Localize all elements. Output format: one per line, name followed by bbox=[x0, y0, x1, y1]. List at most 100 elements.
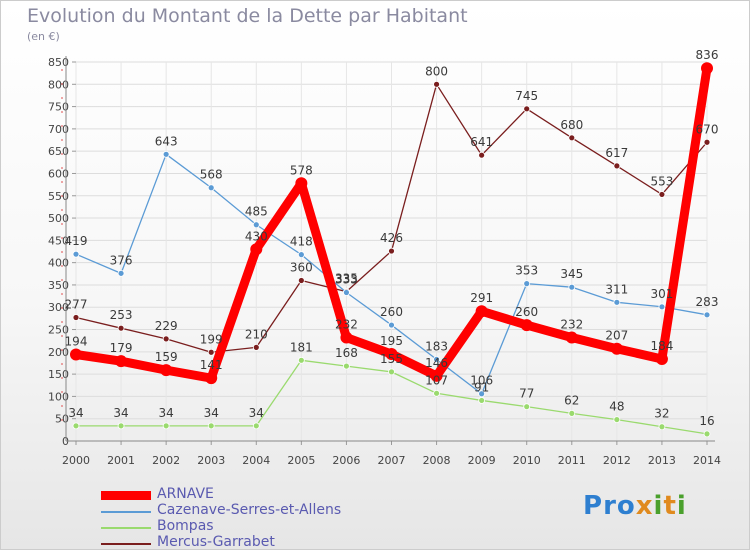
data-point bbox=[162, 150, 170, 158]
data-point bbox=[523, 280, 531, 288]
y-tick-label: 750 bbox=[48, 101, 69, 114]
y-tick-label: 850 bbox=[48, 56, 69, 69]
data-label: 253 bbox=[110, 308, 133, 322]
data-label: 155 bbox=[380, 352, 403, 366]
data-label: 179 bbox=[110, 341, 133, 355]
data-point bbox=[433, 80, 440, 88]
data-point bbox=[613, 162, 621, 170]
unit-label: (en €) bbox=[27, 30, 60, 43]
data-point bbox=[160, 364, 173, 377]
data-point bbox=[72, 422, 80, 430]
legend-swatch bbox=[101, 543, 151, 545]
x-tick-label: 2007 bbox=[378, 454, 406, 467]
data-point bbox=[115, 355, 128, 368]
x-tick-label: 2009 bbox=[468, 454, 496, 467]
data-label: 353 bbox=[515, 264, 538, 278]
data-point bbox=[610, 342, 623, 355]
legend-swatch bbox=[101, 511, 151, 513]
data-point bbox=[658, 191, 666, 198]
data-label: 800 bbox=[425, 64, 448, 78]
data-point bbox=[520, 319, 533, 332]
data-label: 146 bbox=[425, 356, 448, 370]
data-label: 34 bbox=[68, 406, 83, 420]
data-label: 260 bbox=[515, 305, 538, 319]
data-point bbox=[703, 138, 711, 146]
data-point bbox=[703, 430, 711, 438]
data-label: 360 bbox=[290, 260, 313, 274]
x-tick-label: 2003 bbox=[197, 454, 225, 467]
legend-label: Bompas bbox=[157, 518, 214, 534]
legend-label: Cazenave-Serres-et-Allens bbox=[157, 502, 342, 518]
y-tick-label: 100 bbox=[48, 390, 69, 403]
legend-swatch bbox=[101, 491, 151, 500]
data-label: 419 bbox=[65, 234, 88, 248]
legend-label: ARNAVE bbox=[157, 486, 214, 502]
data-point bbox=[205, 372, 218, 385]
data-point bbox=[385, 348, 398, 361]
data-point bbox=[117, 422, 125, 430]
y-tick-label: 0 bbox=[62, 435, 69, 448]
x-tick-label: 2008 bbox=[423, 454, 451, 467]
y-tick-label: 150 bbox=[48, 368, 69, 381]
data-point bbox=[162, 335, 170, 343]
y-tick-label: 700 bbox=[48, 123, 69, 136]
data-point bbox=[207, 422, 215, 430]
x-tick-label: 2014 bbox=[693, 454, 721, 467]
data-label: 16 bbox=[699, 414, 714, 428]
y-tick-label: 200 bbox=[48, 346, 69, 359]
data-point bbox=[433, 389, 440, 397]
data-label: 184 bbox=[650, 339, 673, 353]
data-label: 107 bbox=[425, 373, 448, 387]
x-tick-label: 2002 bbox=[152, 454, 180, 467]
data-label: 229 bbox=[155, 319, 178, 333]
data-point bbox=[343, 289, 350, 296]
y-tick-label: 300 bbox=[48, 301, 69, 314]
data-label: 48 bbox=[609, 400, 624, 414]
data-label: 418 bbox=[290, 235, 313, 249]
data-point bbox=[295, 177, 308, 190]
data-label: 207 bbox=[605, 329, 628, 343]
data-point bbox=[568, 134, 576, 142]
data-point bbox=[475, 305, 488, 318]
y-tick-label: 400 bbox=[48, 257, 69, 270]
data-point bbox=[523, 403, 531, 411]
y-tick-label: 550 bbox=[48, 190, 69, 203]
data-point bbox=[388, 321, 395, 329]
data-label: 641 bbox=[470, 135, 493, 149]
data-point bbox=[252, 422, 260, 430]
y-tick-label: 800 bbox=[48, 78, 69, 91]
data-label: 578 bbox=[290, 163, 313, 177]
data-label: 34 bbox=[249, 406, 264, 420]
data-label: 670 bbox=[696, 122, 719, 136]
data-label: 195 bbox=[380, 334, 403, 348]
data-label: 32 bbox=[654, 407, 669, 421]
data-label: 106 bbox=[470, 374, 493, 388]
data-point bbox=[297, 251, 305, 259]
data-point bbox=[523, 105, 531, 113]
data-label: 426 bbox=[380, 231, 403, 245]
data-label: 159 bbox=[155, 350, 178, 364]
x-tick-label: 2010 bbox=[513, 454, 541, 467]
y-tick-label: 600 bbox=[48, 167, 69, 180]
data-label: 335 bbox=[335, 272, 358, 286]
data-label: 301 bbox=[650, 287, 673, 301]
data-label: 232 bbox=[560, 318, 583, 332]
chart-title: Evolution du Montant de la Dette par Hab… bbox=[27, 5, 468, 27]
data-point bbox=[701, 62, 713, 75]
data-point bbox=[207, 348, 215, 356]
data-point bbox=[388, 368, 395, 376]
y-tick-label: 500 bbox=[48, 212, 69, 225]
data-point bbox=[72, 250, 80, 258]
y-tick-label: 250 bbox=[48, 324, 69, 337]
proxiti-logo: Proxiti bbox=[583, 491, 687, 521]
data-point bbox=[252, 221, 260, 229]
data-label: 199 bbox=[200, 332, 223, 346]
data-label: 553 bbox=[650, 174, 673, 188]
x-tick-label: 2011 bbox=[558, 454, 586, 467]
data-point bbox=[658, 423, 666, 431]
data-point bbox=[72, 314, 80, 321]
x-tick-label: 2000 bbox=[62, 454, 90, 467]
data-point bbox=[655, 352, 668, 365]
y-tick-label: 350 bbox=[48, 279, 69, 292]
